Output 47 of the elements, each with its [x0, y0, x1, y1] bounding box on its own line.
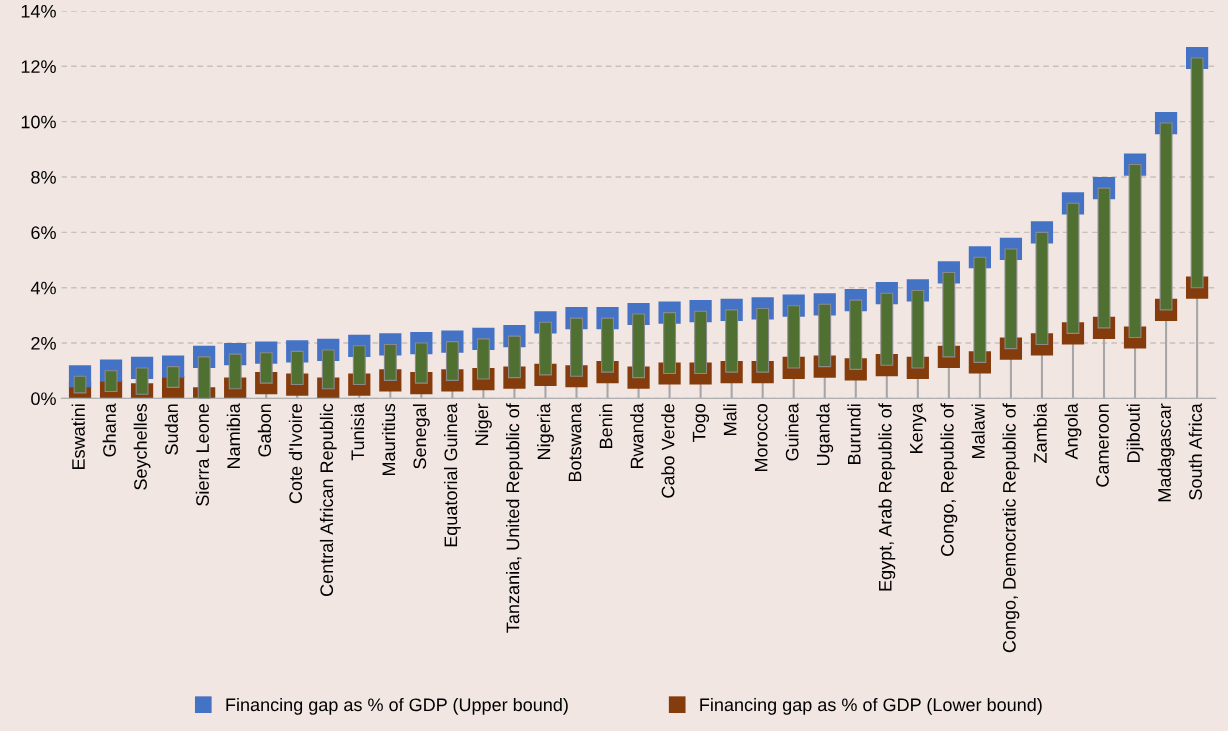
x-tick-label: Equatorial Guinea — [443, 403, 461, 547]
x-tick-label: Cameroon — [1096, 404, 1109, 487]
x-tick-label: Senegal — [412, 404, 430, 469]
x-tick-label: Nigeria — [537, 403, 554, 459]
x-tick-label: Cote d'Ivoire — [288, 404, 303, 504]
x-tick-label: Ghana — [102, 403, 116, 457]
x-tick-label: Tanzania, United Republic of — [506, 403, 523, 633]
y-tick-label: 14% — [21, 4, 56, 18]
x-tick-label: Egypt, Arab Republic of — [878, 403, 896, 591]
x-tick-label: Eswatini — [71, 404, 85, 470]
x-tick-label: Uganda — [816, 403, 834, 466]
legend-label: Financing gap as % of GDP (Upper bound) — [226, 697, 568, 715]
x-tick-label: Central African Republic — [319, 403, 337, 597]
x-tick-label: Botswana — [568, 403, 582, 482]
x-tick-label: Cabo Verde — [661, 404, 675, 498]
x-tick-label: Sudan — [164, 404, 178, 455]
y-tick-label: 12% — [21, 60, 56, 73]
x-tick-label: Guinea — [785, 403, 799, 461]
x-tick-label: Morocco — [754, 404, 768, 471]
x-tick-label: Niger — [474, 403, 492, 445]
x-tick-label: Mali — [723, 404, 737, 435]
y-tick-label: 2% — [31, 336, 56, 350]
x-tick-label: Togo — [692, 404, 710, 442]
x-tick-label: Congo, Democratic Republic of — [1002, 403, 1020, 653]
x-tick-label: Malawi — [971, 404, 985, 458]
x-tick-label: Madagascar — [1157, 403, 1175, 502]
y-tick-label: 4% — [30, 281, 56, 295]
y-tick-label: 8% — [31, 170, 56, 184]
x-tick-label: Angola — [1064, 403, 1082, 460]
x-tick-label: Congo, Republic of — [940, 403, 958, 556]
x-tick-label: Burundi — [847, 404, 861, 464]
y-tick-label: 10% — [21, 115, 56, 129]
x-tick-label: Djibouti — [1126, 404, 1144, 462]
x-tick-label: Seychelles — [133, 403, 151, 490]
x-tick-label: South Africa — [1188, 403, 1202, 500]
x-tick-label: Benin — [599, 404, 613, 448]
x-tick-label: Sierra Leone — [195, 404, 209, 506]
x-tick-label: Mauritius — [381, 403, 396, 476]
x-tick-label: Gabon — [257, 404, 272, 457]
x-tick-label: Namibia — [226, 403, 241, 468]
x-tick-label: Tunisia — [350, 403, 365, 461]
y-tick-label: 0% — [31, 392, 56, 406]
x-tick-label: Zambia — [1033, 403, 1047, 463]
legend-label: Financing gap as % of GDP (Lower bound) — [700, 697, 1042, 715]
x-tick-label: Rwanda — [630, 403, 644, 469]
x-tick-label: Kenya — [910, 403, 927, 453]
y-tick-label: 6% — [31, 226, 56, 240]
